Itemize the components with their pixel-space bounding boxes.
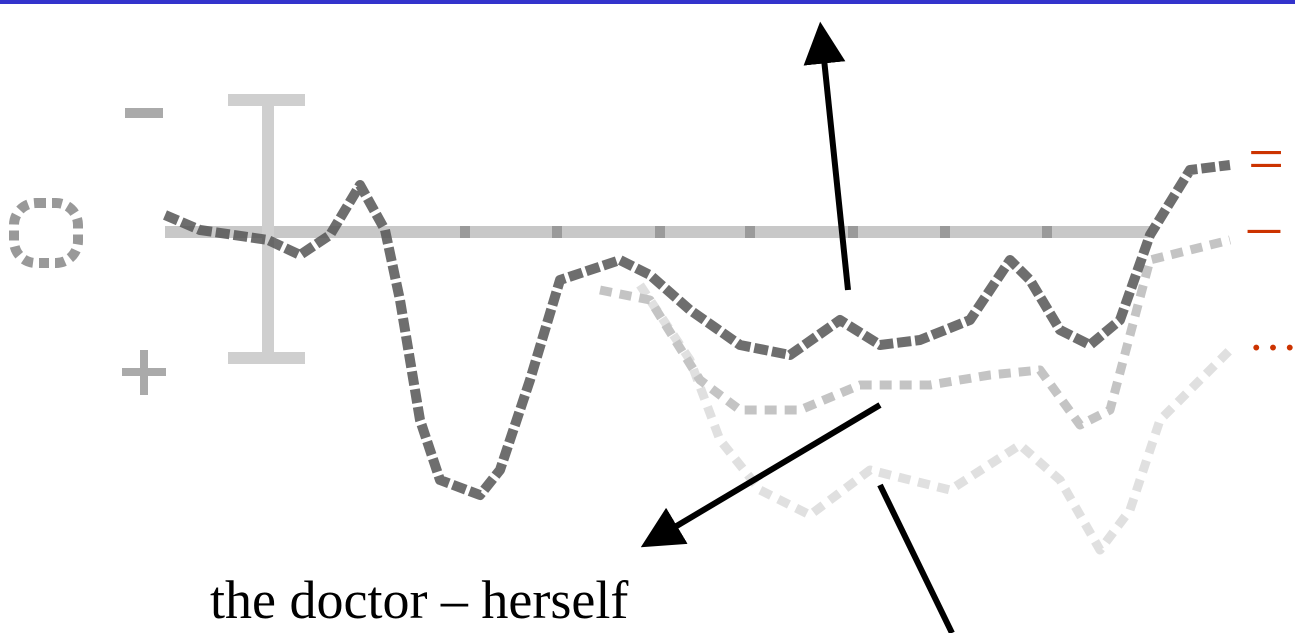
annotation: the doctor – herself	[210, 570, 628, 630]
error-bar	[228, 94, 305, 364]
reference-ticks	[460, 226, 1052, 238]
pixel-plot	[9, 94, 1234, 555]
curve-light	[636, 282, 1234, 555]
legend-symbol: –	[1247, 189, 1281, 260]
circle-glyph	[9, 198, 83, 268]
pointer-line	[877, 483, 955, 633]
minus-glyph	[125, 108, 163, 118]
legend-symbol: …	[1248, 305, 1295, 361]
top-rule	[0, 0, 1295, 4]
arrow-up	[803, 21, 851, 291]
arrow-down-left	[640, 402, 882, 548]
plus-glyph	[122, 350, 166, 395]
curve-dark	[163, 160, 1231, 500]
curve-mid	[599, 235, 1232, 430]
legend-symbol: =	[1248, 123, 1284, 194]
